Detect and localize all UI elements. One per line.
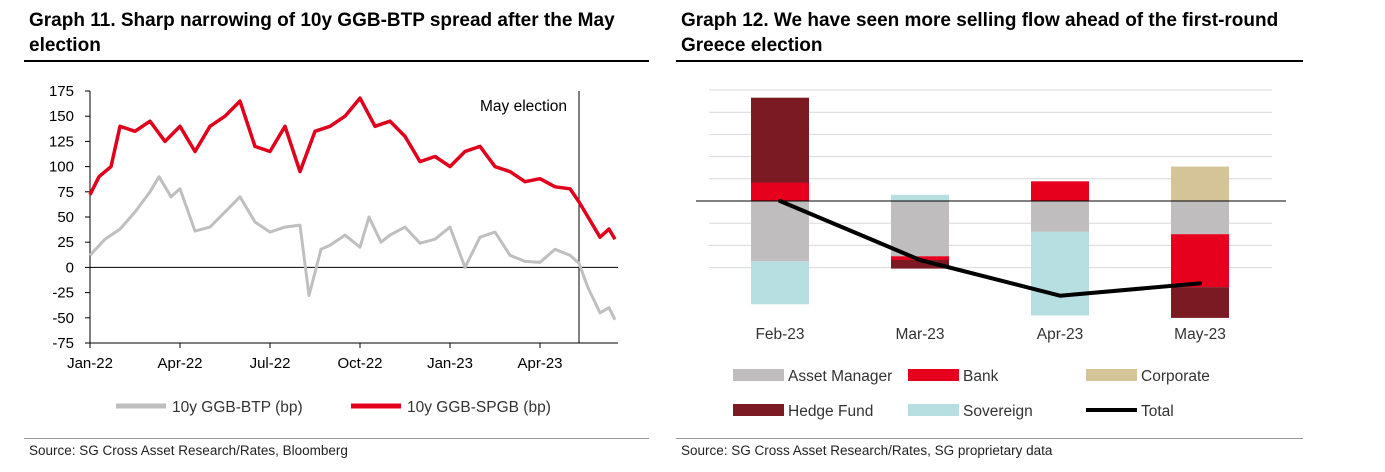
x-tick-label: Oct-22 <box>337 355 382 372</box>
bar-corporate <box>1171 166 1229 201</box>
line-chart: 175 150 125 100 75 50 25 0 -25 -50 -75 Jan-22 Apr-22… <box>49 83 618 416</box>
bar-sovereign <box>1031 231 1089 316</box>
x-tick-label: Jan-23 <box>427 355 473 372</box>
x-tick-label: Jan-22 <box>67 355 113 372</box>
bar-asset-manager <box>1031 201 1089 232</box>
bar-asset-manager <box>1171 201 1229 235</box>
legend-label-1: 10y GGB-BTP (bp) <box>172 399 303 416</box>
y-tick-label: 100 <box>49 159 74 176</box>
bar-asset-manager <box>891 201 949 257</box>
bar-bank <box>1171 234 1229 288</box>
x-tick-label: Apr-22 <box>157 355 202 372</box>
series-line-1 <box>88 175 617 321</box>
legend-label-bank: Bank <box>963 368 999 385</box>
legend-label-total: Total <box>1141 403 1174 420</box>
bar-hedge-fund <box>891 260 949 269</box>
election-annotation: May election <box>480 98 567 115</box>
y-tick-label: 75 <box>57 184 74 201</box>
legend-label-hedge-fund: Hedge Fund <box>788 403 873 420</box>
y-tick-label: 50 <box>57 209 74 226</box>
y-tick-label: 0 <box>66 259 74 276</box>
legend-label-asset-manager: Asset Manager <box>788 368 892 385</box>
bar-bank <box>751 182 809 201</box>
bar-sovereign <box>751 261 809 305</box>
bar-chart: Feb-23 Mar-23 Apr-23 May-23 Asset Manager Ban… <box>696 89 1286 420</box>
x-tick-label: Apr-23 <box>517 355 562 372</box>
right-title-rule <box>676 60 1303 62</box>
category-label: Apr-23 <box>1037 326 1084 343</box>
right-chart-panel: Graph 12. We have seen more selling flow… <box>676 0 1303 458</box>
y-tick-label: 150 <box>49 108 74 125</box>
bar-hedge-fund <box>751 97 809 183</box>
series-line-2 <box>88 96 617 241</box>
legend-label-2: 10y GGB-SPGB (bp) <box>407 399 551 416</box>
y-tick-label: -50 <box>52 310 74 327</box>
left-title-rule <box>24 60 649 62</box>
category-label: Feb-23 <box>755 326 804 343</box>
right-source-rule <box>676 438 1303 439</box>
total-line <box>778 199 1202 298</box>
left-chart-panel: Graph 11. Sharp narrowing of 10y GGB-BTP… <box>24 0 649 458</box>
y-tick-label: 25 <box>57 234 74 251</box>
legend-swatch-asset-manager <box>733 369 784 381</box>
right-chart-source: Source: SG Cross Asset Research/Rates, S… <box>681 443 1053 458</box>
y-tick-label: 175 <box>49 83 74 100</box>
y-tick-label: 125 <box>49 133 74 150</box>
bar-bank <box>1031 181 1089 201</box>
y-tick-label: -25 <box>52 285 74 302</box>
bar-hedge-fund <box>1171 287 1229 318</box>
legend-label-sovereign: Sovereign <box>963 403 1033 420</box>
left-chart-title: Graph 11. Sharp narrowing of 10y GGB-BTP… <box>29 10 615 56</box>
category-label: May-23 <box>1174 326 1226 343</box>
legend-label-corporate: Corporate <box>1141 368 1210 385</box>
legend-swatch-bank <box>908 369 959 381</box>
category-label: Mar-23 <box>895 326 944 343</box>
legend-swatch-hedge-fund <box>733 404 784 416</box>
left-source-rule <box>24 438 649 439</box>
right-chart-title: Graph 12. We have seen more selling flow… <box>681 10 1279 56</box>
x-tick-label: Jul-22 <box>250 355 291 372</box>
legend-swatch-sovereign <box>908 404 959 416</box>
bar-sovereign <box>891 194 949 201</box>
legend-swatch-corporate <box>1086 369 1137 381</box>
left-chart-source: Source: SG Cross Asset Research/Rates, B… <box>29 443 348 458</box>
y-tick-label: -75 <box>52 335 74 352</box>
